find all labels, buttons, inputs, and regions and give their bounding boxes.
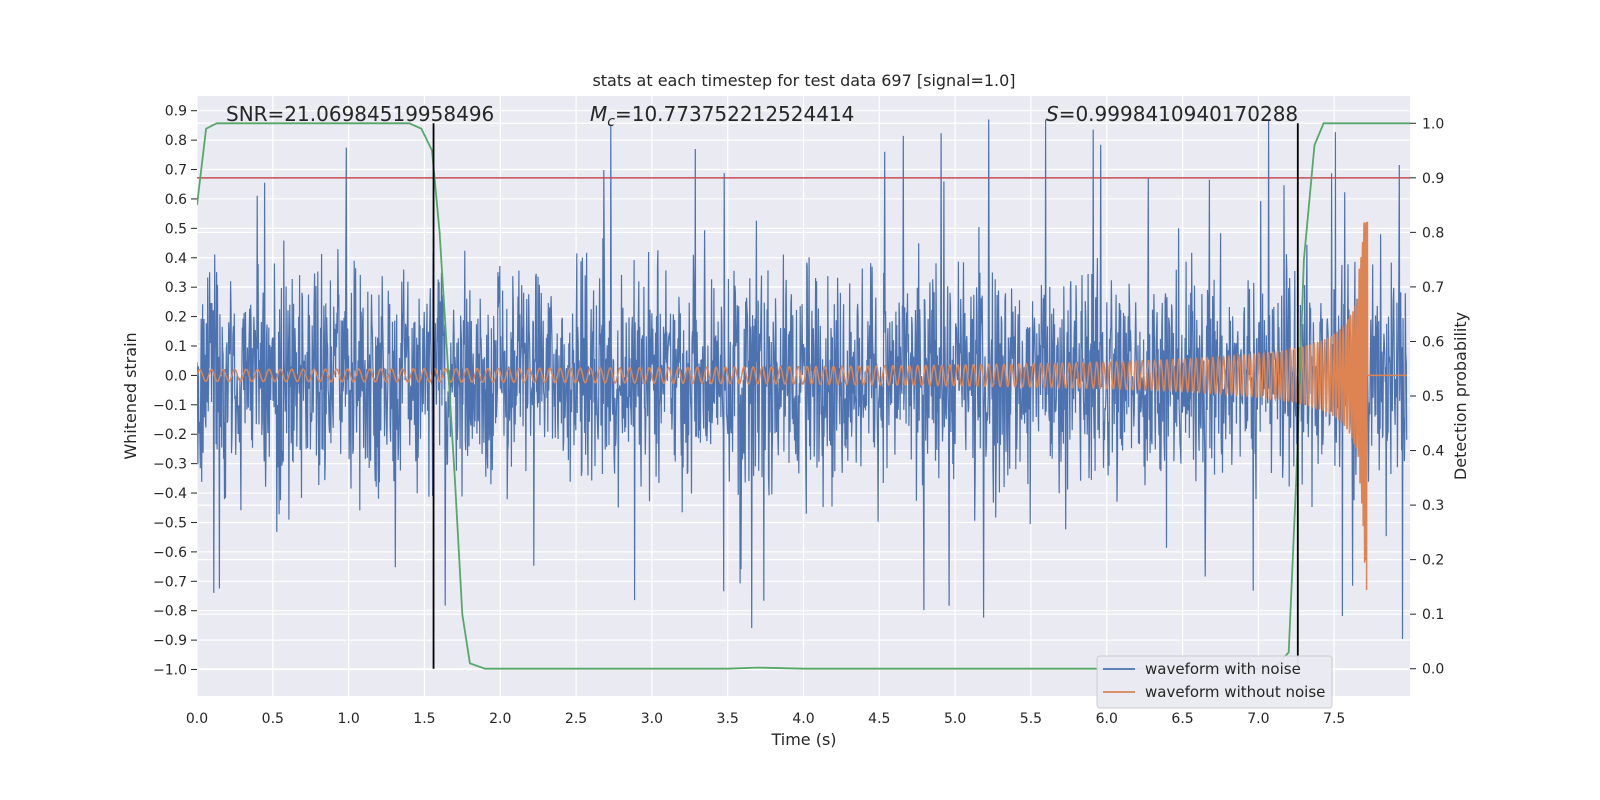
y2-tick-label: 0.5 <box>1422 389 1444 405</box>
legend-box <box>1096 655 1333 709</box>
x-tick-label: 3.0 <box>641 711 663 727</box>
y2-tick-label: 0.0 <box>1422 662 1444 678</box>
y-tick-label: −0.9 <box>153 633 187 649</box>
y2-tick-label: 0.2 <box>1422 553 1444 569</box>
legend-label-noise: waveform with noise <box>1145 660 1301 678</box>
chirp-mass-symbol: M <box>590 102 607 126</box>
x-tick-label: 1.0 <box>337 711 359 727</box>
y-tick-label: 0.2 <box>165 310 187 326</box>
x-tick-label: 4.0 <box>792 711 814 727</box>
x-axis-label: Time (s) <box>770 730 836 749</box>
x-tick-label: 6.5 <box>1171 711 1193 727</box>
y-tick-label: 0.5 <box>165 221 187 237</box>
y2-tick-label: 1.0 <box>1422 116 1444 132</box>
snr-annotation: SNR=21.06984519958496 <box>226 102 494 126</box>
x-tick-label: 1.5 <box>413 711 435 727</box>
x-tick-label: 6.0 <box>1096 711 1118 727</box>
score-value: =0.9998410940170288 <box>1059 102 1298 126</box>
legend-label-clean: waveform without noise <box>1145 683 1325 701</box>
y-tick-label: −0.8 <box>153 604 187 620</box>
x-tick-label: 0.0 <box>186 711 208 727</box>
y-tick-label: −0.1 <box>153 398 187 414</box>
x-tick-label: 5.0 <box>944 711 966 727</box>
y-tick-label: −0.2 <box>153 427 187 443</box>
series-waveform-with-noise <box>197 119 1408 640</box>
y-tick-label: −0.7 <box>153 574 187 590</box>
y2-tick-label: 0.6 <box>1422 334 1444 350</box>
legend: waveform with noise waveform without noi… <box>1096 655 1333 709</box>
y-tick-label: 0.9 <box>165 104 187 120</box>
y-tick-label: 0.3 <box>165 280 187 296</box>
x-tick-label: 4.5 <box>868 711 890 727</box>
chart-title: stats at each timestep for test data 697… <box>592 71 1015 90</box>
score-annotation: S=0.9998410940170288 <box>1046 102 1298 126</box>
vertical-markers <box>432 123 1299 669</box>
y-tick-label: −0.5 <box>153 515 187 531</box>
y-tick-label: 0.6 <box>165 192 187 208</box>
y2-axis-label: Detection probability <box>1451 312 1470 480</box>
x-tick-label: 3.5 <box>717 711 739 727</box>
x-tick-label: 5.5 <box>1020 711 1042 727</box>
y-tick-label: 0.4 <box>165 251 187 267</box>
x-tick-label: 7.5 <box>1323 711 1345 727</box>
chirp-mass-subscript: c <box>607 114 615 130</box>
y2-tick-label: 0.7 <box>1422 280 1444 296</box>
x-tick-label: 2.0 <box>489 711 511 727</box>
y-tick-label: 0.7 <box>165 163 187 179</box>
y-tick-label: 0.0 <box>165 368 187 384</box>
y-tick-label: 0.1 <box>165 339 187 355</box>
y-axis-label: Whitened strain <box>121 332 140 459</box>
series-waveform-without-noise <box>197 221 1407 591</box>
y2-tick-label: 0.4 <box>1422 444 1444 460</box>
x-tick-label: 2.5 <box>565 711 587 727</box>
x-tick-label: 0.5 <box>262 711 284 727</box>
y-tick-label: −0.3 <box>153 457 187 473</box>
y-tick-label: −0.6 <box>153 545 187 561</box>
y-tick-label: −0.4 <box>153 486 187 502</box>
y2-tick-label: 0.3 <box>1422 498 1444 514</box>
y2-tick-label: 0.1 <box>1422 607 1444 623</box>
score-symbol: S <box>1046 102 1059 126</box>
x-tick-labels: 0.0 0.5 1.0 1.5 2.0 2.5 3.0 3.5 4.0 4.5 5.0 5.5 6.0 6… <box>186 711 1345 727</box>
y-tick-labels: 0.9 0.8 0.7 0.6 0.5 0.4 0.3 0.2 0.1 0.0 −0.1 −0.2 −0… <box>153 104 197 679</box>
x-tick-label: 7.0 <box>1247 711 1269 727</box>
y2-tick-label: 0.8 <box>1422 225 1444 241</box>
chirp-mass-value: =10.773752212524414 <box>615 102 854 126</box>
chirp-mass-annotation: Mc=10.773752212524414 <box>590 102 854 130</box>
y2-tick-label: 0.9 <box>1422 171 1444 187</box>
y2-tick-labels: 0.0 0.1 0.2 0.3 0.4 0.5 0.6 0.7 0.8 0.9 1.0 <box>1410 116 1444 678</box>
y-tick-label: −1.0 <box>153 663 187 679</box>
y-tick-label: 0.8 <box>165 133 187 149</box>
